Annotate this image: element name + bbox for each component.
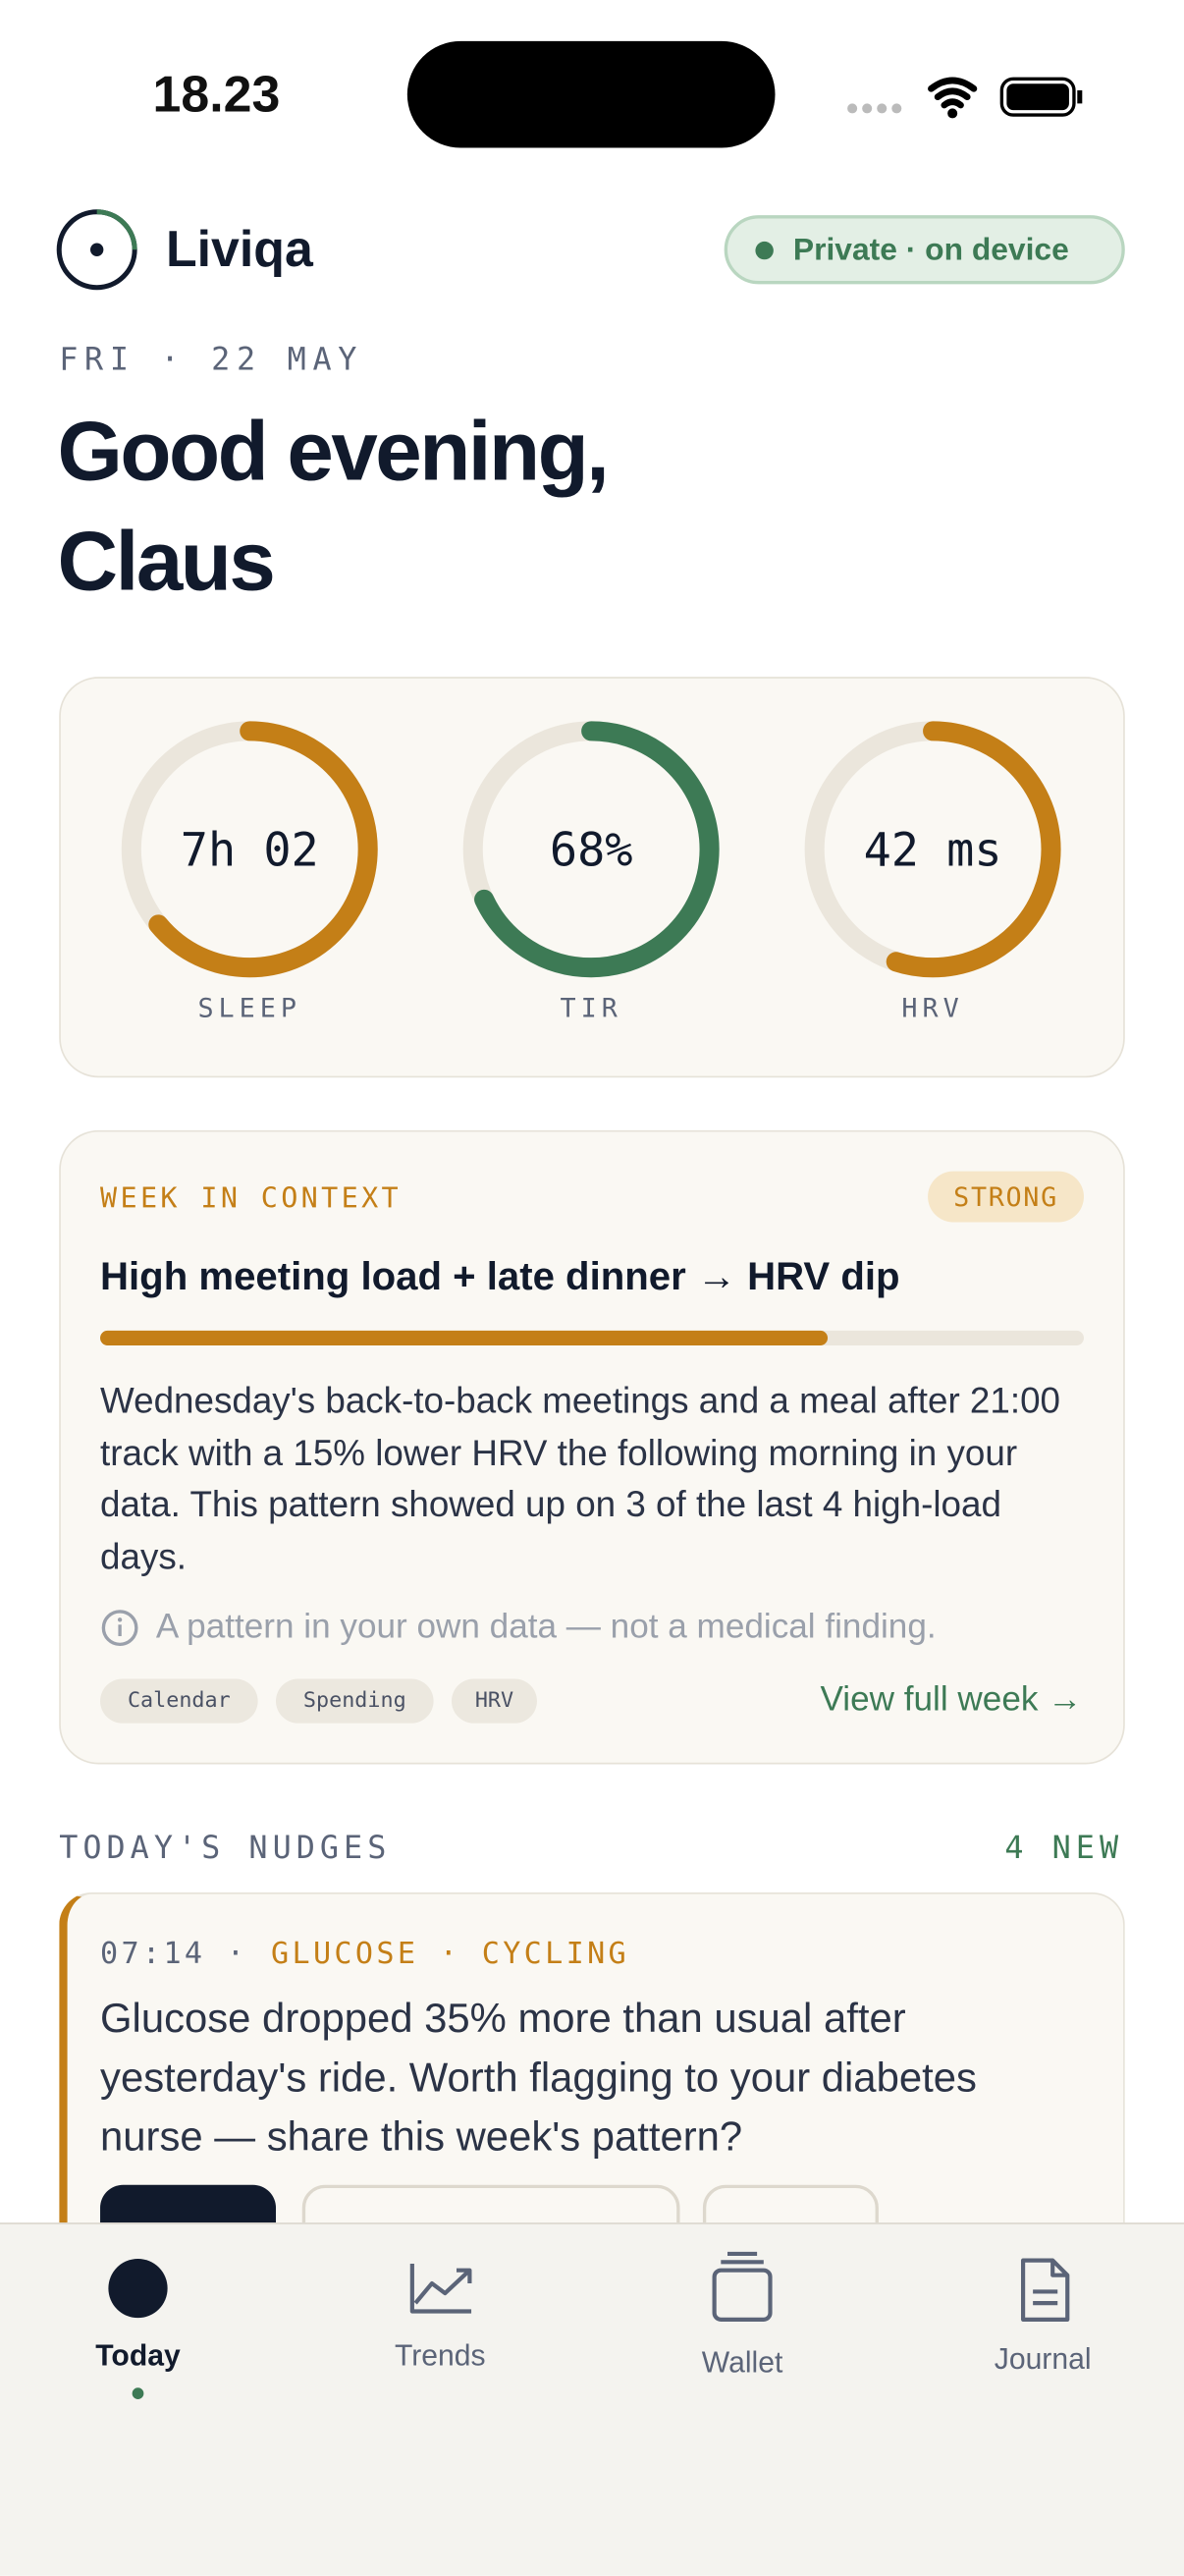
- nudge-time: 07:14 ·: [100, 1937, 248, 1972]
- card-title: High meeting load + late dinner → HRV di…: [100, 1254, 900, 1300]
- ring-label: SLEEP: [197, 993, 301, 1023]
- disclaimer: A pattern in your own data — not a medic…: [155, 1608, 937, 1647]
- strength-pill: STRONG: [928, 1171, 1084, 1223]
- rings: 7h 02 SLEEP 68% TIR 42 ms HRV: [121, 721, 1061, 1023]
- status-icons: [847, 77, 1083, 119]
- tab-trends[interactable]: Trends: [394, 2338, 486, 2373]
- view-week-link[interactable]: View full week →: [820, 1680, 1083, 1719]
- context-card[interactable]: WEEK IN CONTEXT STRONG High meeting load…: [59, 1129, 1125, 1765]
- source-chip: Spending: [276, 1678, 434, 1724]
- source-chip: Calendar: [100, 1678, 258, 1724]
- tab-icons: [108, 2251, 1070, 2399]
- tab-bar: [0, 2222, 1184, 2576]
- badge-dot: [755, 241, 774, 260]
- greeting: Claus: [57, 514, 276, 608]
- status-time: 18.23: [152, 65, 281, 124]
- tab-today[interactable]: Today: [95, 2338, 181, 2373]
- ring-value: 68%: [550, 825, 633, 878]
- badge-text: Private · on device: [792, 233, 1069, 268]
- ring-arc: [462, 721, 720, 978]
- source-chip: HRV: [451, 1678, 537, 1724]
- nudge-text: Glucose dropped 35% more than usual afte…: [100, 1996, 977, 2161]
- nudge-count: 4 NEW: [1004, 1830, 1124, 1867]
- ring-value: 42 ms: [864, 825, 1002, 878]
- ring-arc: [121, 721, 378, 978]
- info-icon: [101, 1610, 138, 1647]
- logo: [56, 209, 137, 291]
- ring-label: HRV: [901, 993, 963, 1023]
- nudge-topic: GLUCOSE · CYCLING: [270, 1937, 630, 1972]
- progress-track: [100, 1330, 1084, 1345]
- tab-journal[interactable]: Journal: [994, 2342, 1092, 2376]
- dynamic-island: [406, 40, 776, 148]
- tab-wallet[interactable]: Wallet: [701, 2345, 783, 2380]
- brand: Liviqa: [165, 220, 313, 278]
- ring-label: TIR: [560, 993, 621, 1023]
- card-body: Wednesday's back-to-back meetings and a …: [100, 1380, 1061, 1576]
- privacy-badge[interactable]: Private · on device: [724, 215, 1125, 285]
- ring-value: 7h 02: [181, 825, 319, 878]
- ring-arc: [804, 721, 1061, 978]
- rings-card: [59, 677, 1125, 1078]
- eyebrow: WEEK IN CONTEXT: [100, 1182, 403, 1216]
- date: FRI · 22 MAY: [59, 341, 364, 378]
- greeting: Good evening,: [57, 404, 610, 498]
- section-heading: TODAY'S NUDGES: [59, 1830, 392, 1867]
- progress-fill: [100, 1330, 829, 1345]
